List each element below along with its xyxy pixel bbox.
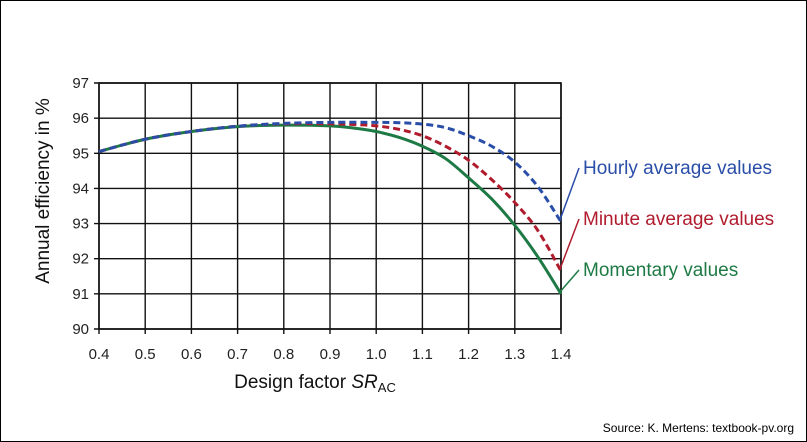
y-tick-label: 95: [72, 145, 89, 162]
series-line-1: [98, 122, 563, 272]
x-tick-label: 0.4: [89, 346, 110, 363]
y-tick-label: 93: [72, 216, 89, 233]
x-tick-labels: 0.4 0.5 0.6 0.7 0.8 0.9 1.0 1.1 1.2 1.3 1.4: [89, 346, 572, 363]
legend-leader-2: [559, 269, 580, 293]
legend-label-0: Hourly average values: [583, 158, 772, 179]
x-tick-label: 1.3: [504, 346, 525, 363]
x-tick-label: 1.0: [366, 346, 387, 363]
legend-label-2: Momentary values: [583, 260, 738, 281]
series-lines: [98, 120, 563, 295]
y-tick-labels: 90 91 92 93 94 95 96 97: [72, 75, 89, 338]
x-tick-label: 1.2: [458, 346, 479, 363]
series-line-0: [98, 120, 563, 223]
x-tick-label: 1.1: [412, 346, 433, 363]
legend-leader-0: [559, 167, 580, 221]
x-tick-label: 0.5: [135, 346, 156, 363]
plot-area-border: [98, 82, 562, 330]
x-tick-label: 1.4: [551, 346, 572, 363]
series-line-2: [98, 123, 563, 295]
x-tick-label: 0.8: [273, 346, 294, 363]
x-axis-title: Design factor SRAC: [234, 372, 396, 395]
x-tick-label: 0.9: [320, 346, 341, 363]
x-axis-title-main: Design factor: [234, 372, 351, 393]
y-tick-label: 97: [72, 75, 89, 92]
x-axis-title-subscript: AC: [378, 380, 396, 395]
x-tick-label: 0.7: [227, 346, 248, 363]
grid: [94, 82, 562, 334]
legend: Hourly average values Minute average valu…: [559, 158, 774, 293]
y-tick-label: 91: [72, 286, 89, 303]
source-credit: Source: K. Mertens: textbook-pv.org: [602, 421, 794, 435]
y-tick-label: 96: [72, 110, 89, 127]
y-tick-label: 90: [72, 321, 89, 338]
x-tick-label: 0.6: [181, 346, 202, 363]
y-tick-label: 94: [72, 180, 89, 197]
y-axis-title: Annual efficiency in %: [33, 98, 54, 284]
x-axis-title-italic: SR: [351, 372, 378, 393]
legend-label-1: Minute average values: [583, 209, 774, 230]
legend-leader-1: [559, 218, 580, 270]
y-tick-label: 92: [72, 251, 89, 268]
